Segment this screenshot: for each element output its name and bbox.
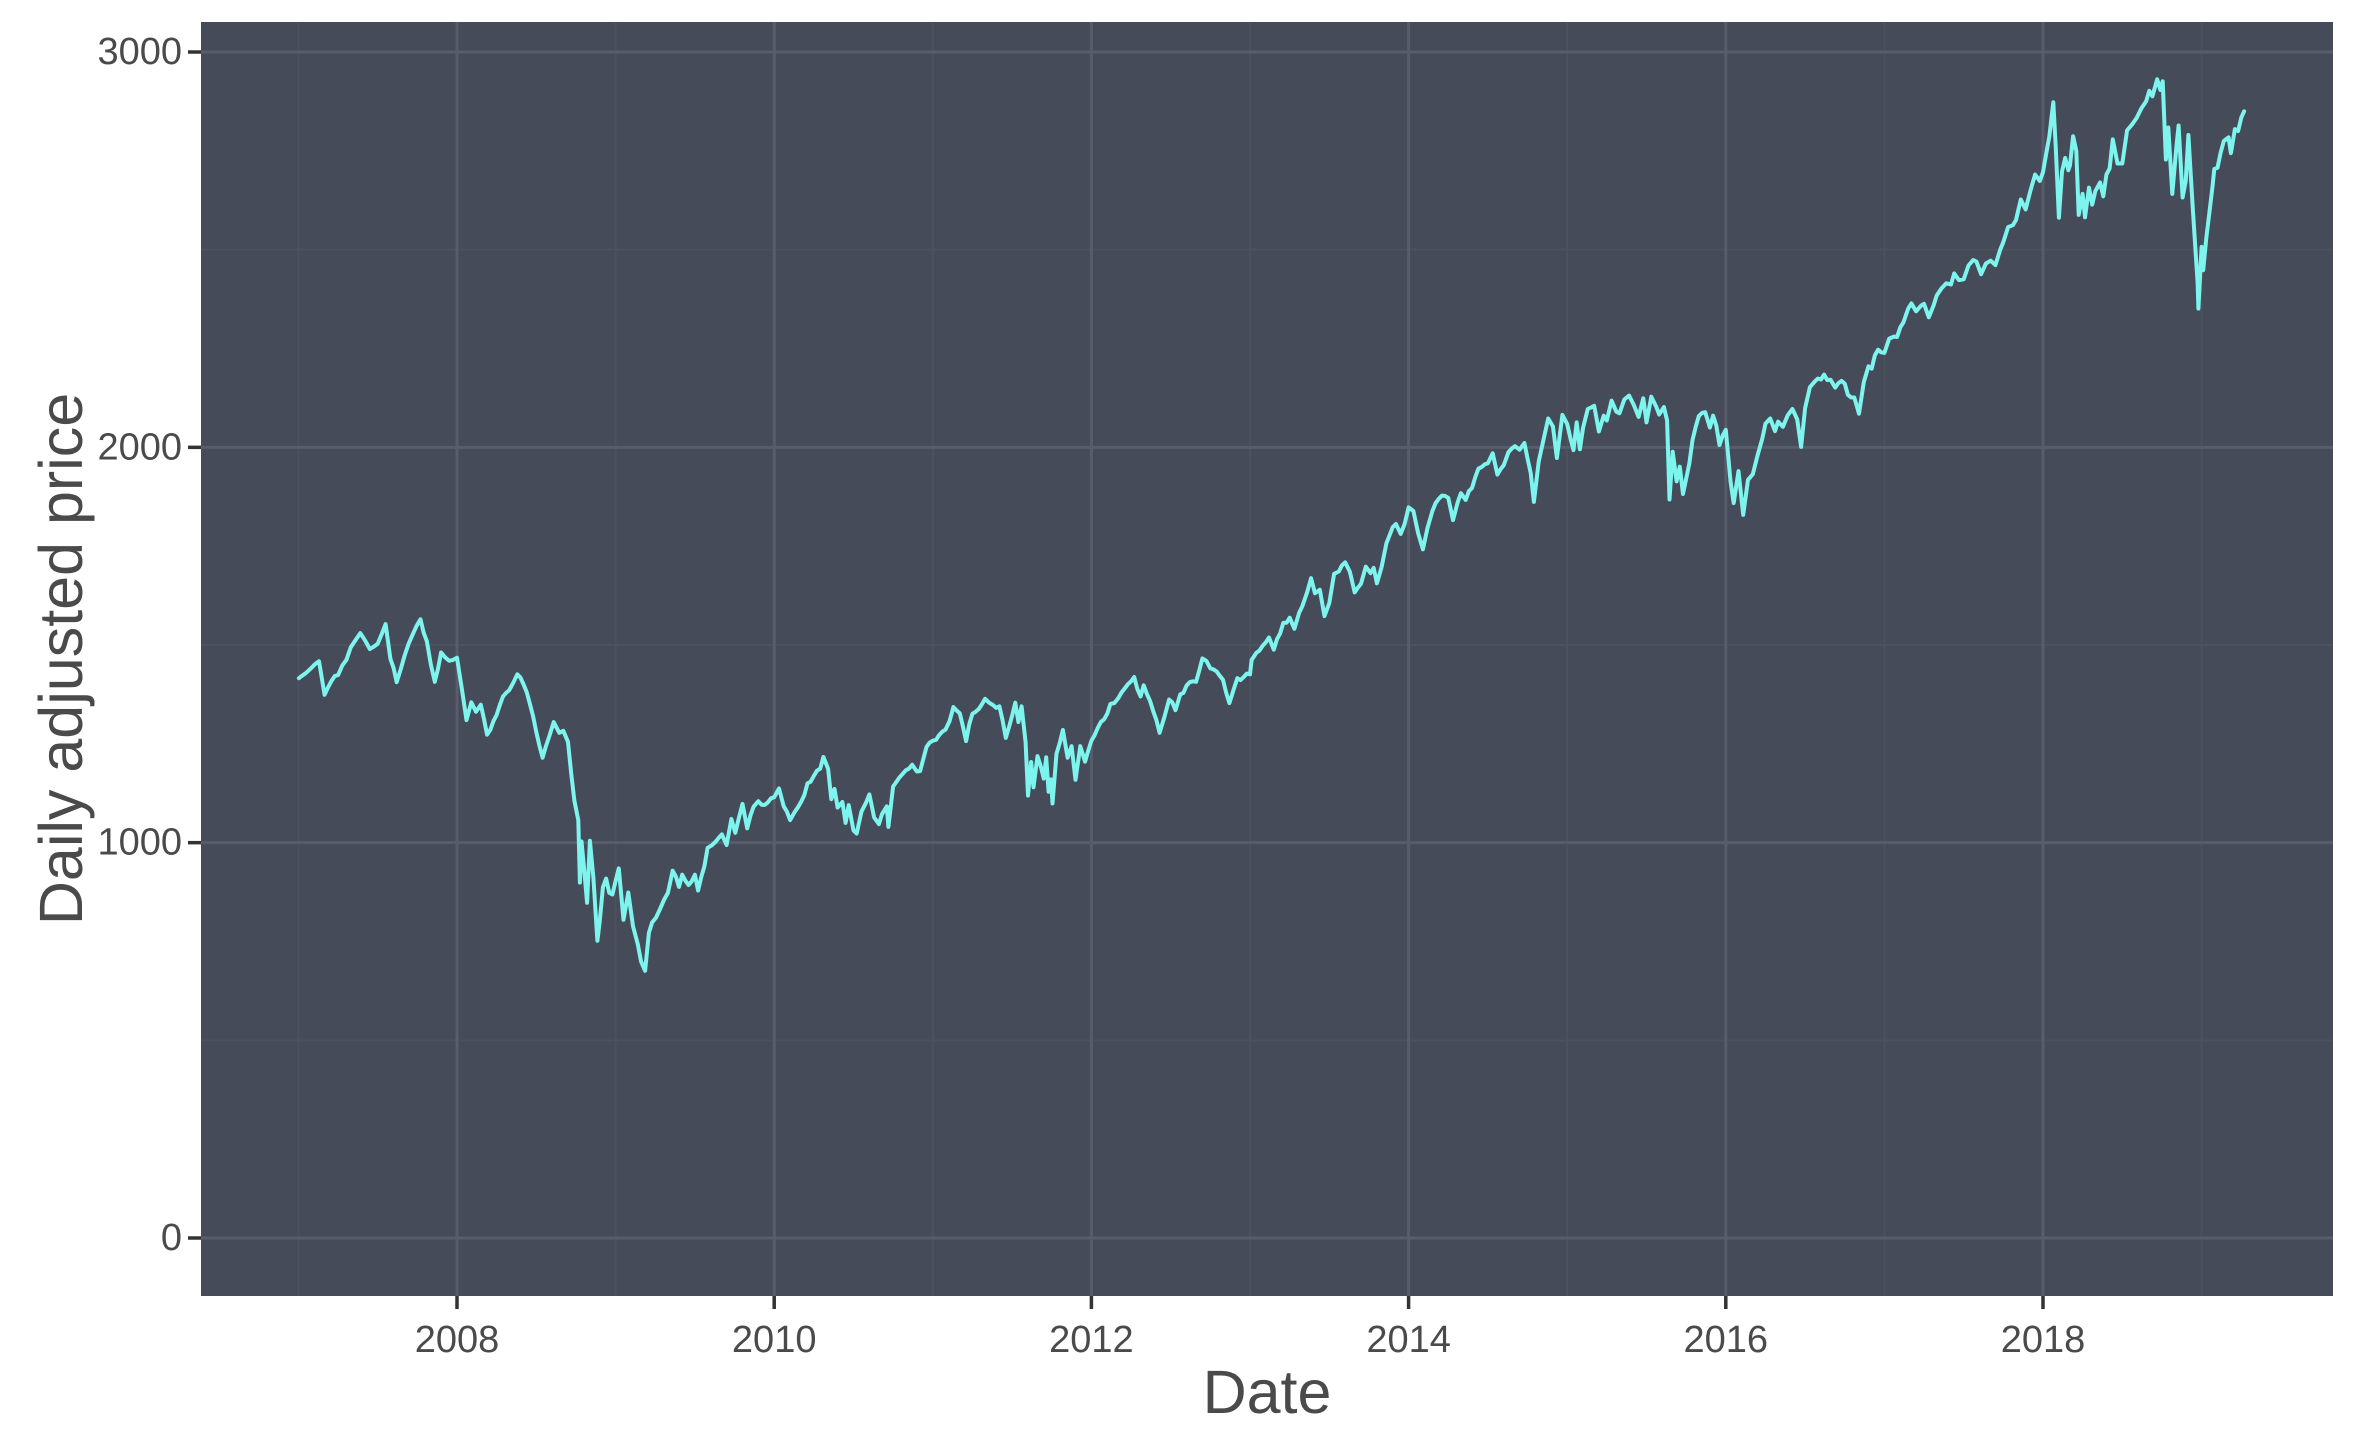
- x-tick-label: 2018: [2001, 1319, 2086, 1361]
- y-axis-tick-labels: 0 1000 2000 3000: [97, 31, 182, 1259]
- x-axis-title: Date: [1203, 1358, 1332, 1426]
- x-tick-label: 2014: [1366, 1319, 1451, 1361]
- panel-background: [201, 22, 2333, 1296]
- y-axis-title: Daily adjusted price: [27, 393, 95, 925]
- grid-major-lines: [201, 22, 2333, 1296]
- x-tick-label: 2010: [732, 1319, 817, 1361]
- grid-minor-lines: [201, 22, 2333, 1296]
- price-line-series: [296, 77, 2247, 973]
- x-tick-label: 2008: [415, 1319, 500, 1361]
- x-tick-label: 2016: [1684, 1319, 1769, 1361]
- x-tick-label: 2012: [1049, 1319, 1134, 1361]
- x-axis-tick-labels: 2008 2010 2012 2014 2016 2018: [415, 1319, 2086, 1361]
- y-tick-label: 2000: [97, 426, 182, 468]
- y-tick-label: 0: [161, 1217, 182, 1259]
- axis-tick-marks: [188, 50, 2045, 1309]
- y-tick-label: 1000: [97, 822, 182, 864]
- y-tick-label: 3000: [97, 31, 182, 73]
